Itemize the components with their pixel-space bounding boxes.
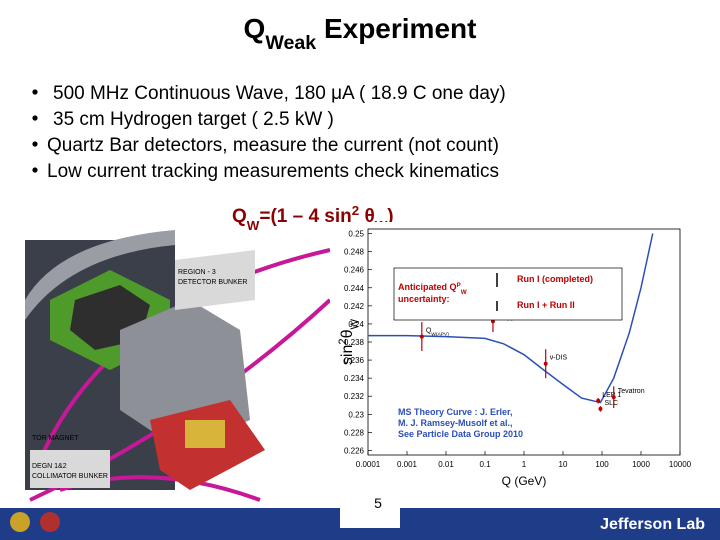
text-part: Tevatron: [618, 388, 645, 395]
text-part: W: [461, 289, 467, 296]
point-label: Tevatron: [618, 388, 645, 395]
formula: QW=(1 – 4 sin2 θW): [232, 203, 394, 233]
legend-entry: Run I + Run II: [517, 300, 575, 310]
text-part: θ: [339, 329, 356, 338]
data-point: [598, 406, 603, 411]
x-tick-label: 100: [595, 460, 609, 469]
image-label: TOR MAGNET: [32, 435, 79, 442]
y-tick-label: 0.244: [344, 284, 365, 293]
bullet-dot: [32, 167, 38, 173]
chart-caption: MS Theory Curve : J. Erler,: [398, 407, 513, 417]
data-point: [543, 361, 548, 366]
image-label: DEGN 1&2: [32, 463, 67, 470]
image-label: REGION - 3: [178, 269, 216, 276]
text-part: θ: [359, 206, 375, 227]
text-part: ν-DIS: [550, 355, 568, 362]
x-tick-label: 0.1: [479, 460, 491, 469]
x-tick-label: 0.01: [438, 460, 454, 469]
x-tick-label: 0.001: [397, 460, 418, 469]
label-panel: [30, 450, 110, 488]
text-part: Q: [232, 206, 247, 227]
y-tick-label: 0.25: [348, 230, 364, 239]
image-label: DETECTOR BUNKER: [178, 279, 248, 286]
text-part: Q: [426, 328, 432, 335]
bullet-text: Low current tracking measurements check …: [47, 161, 499, 182]
text-part: P: [457, 282, 461, 289]
bullet-dot: [32, 89, 38, 95]
point-label: QW(APV): [426, 328, 449, 338]
page-number: 5: [374, 495, 382, 511]
y-axis-label: sin2θW: [337, 318, 361, 365]
chart-caption: See Particle Data Group 2010: [398, 429, 523, 439]
legend-title: uncertainty:: [398, 294, 450, 304]
y-tick-label: 0.246: [344, 266, 365, 275]
bullet-list: 500 MHz Continuous Wave, 180 μA ( 18.9 C…: [32, 83, 506, 182]
text-part: W: [349, 318, 361, 329]
data-point: [596, 398, 601, 403]
point-label: ν-DIS: [550, 355, 568, 362]
text-part: 2: [352, 203, 359, 218]
text-part: Q: [244, 13, 266, 44]
slide-title: QWeak Experiment: [244, 13, 477, 54]
text-part: W: [247, 218, 260, 233]
legend-box: [393, 267, 623, 321]
chart-caption: M. J. Ramsey-Musolf et al.,: [398, 418, 513, 428]
x-tick-label: 10: [559, 460, 568, 469]
logo: [40, 512, 60, 532]
y-tick-label: 0.234: [344, 374, 365, 383]
data-point: [611, 395, 616, 400]
text-part: Anticipated Q: [398, 282, 457, 292]
label-panel: [175, 250, 255, 310]
bullet-text: 35 cm Hydrogen target ( 2.5 kW ): [53, 109, 334, 130]
legend-title: Anticipated QPW: [398, 282, 467, 296]
page-number-box: [340, 488, 400, 528]
logo: [10, 512, 30, 532]
point-label: SLC: [604, 400, 618, 407]
collimator: [185, 420, 225, 448]
footer: 5 Jefferson Lab: [0, 488, 720, 540]
text-part: Experiment: [316, 13, 476, 44]
y-tick-label: 0.23: [348, 410, 364, 419]
x-tick-label: 1000: [632, 460, 650, 469]
bullet-dot: [32, 141, 38, 147]
y-tick-label: 0.248: [344, 248, 365, 257]
text-part: =(1 – 4 sin: [259, 206, 351, 227]
text-part: SLC: [604, 400, 618, 407]
text-part: Weak: [265, 32, 316, 54]
magnet-ring: [25, 230, 175, 320]
text-part: W(APV): [431, 331, 449, 337]
y-tick-label: 0.242: [344, 302, 365, 311]
legend-entry: Run I (completed): [517, 274, 593, 284]
x-axis-label: Q (GeV): [502, 474, 547, 488]
theory-curve: [368, 233, 654, 404]
bullet-text: 500 MHz Continuous Wave, 180 μA ( 18.9 C…: [53, 83, 506, 104]
image-label: COLLIMATOR BUNKER: [32, 473, 108, 480]
chart-background: [330, 222, 700, 490]
bullet-dot: [32, 115, 38, 121]
text-part: sin: [339, 345, 356, 365]
x-tick-label: 0.0001: [356, 460, 381, 469]
y-tick-label: 0.232: [344, 392, 365, 401]
text-part: 2: [337, 338, 349, 344]
text-part: ): [387, 206, 393, 227]
chart: 0.226 0.228 0.23 0.232 0.234 0.236 0.238 0.24 0.…: [330, 222, 700, 490]
data-point: [419, 334, 424, 339]
detector-image: REGION - 3 DETECTOR BUNKER TOR MAGNET DE…: [25, 230, 332, 502]
y-tick-label: 0.226: [344, 446, 365, 455]
y-tick-label: 0.238: [344, 338, 365, 347]
y-tick-label: 0.24: [348, 320, 364, 329]
text-part: LEP 1: [602, 392, 621, 399]
point-label: LEP 1: [602, 392, 621, 399]
y-tick-label: 0.228: [344, 428, 365, 437]
x-tick-label: 1: [522, 460, 527, 469]
y-tick-label: 0.236: [344, 356, 365, 365]
x-tick-label: 10000: [669, 460, 692, 469]
footer-logo-text: Jefferson Lab: [600, 516, 705, 533]
bullet-text: Quartz Bar detectors, measure the curren…: [47, 135, 499, 156]
